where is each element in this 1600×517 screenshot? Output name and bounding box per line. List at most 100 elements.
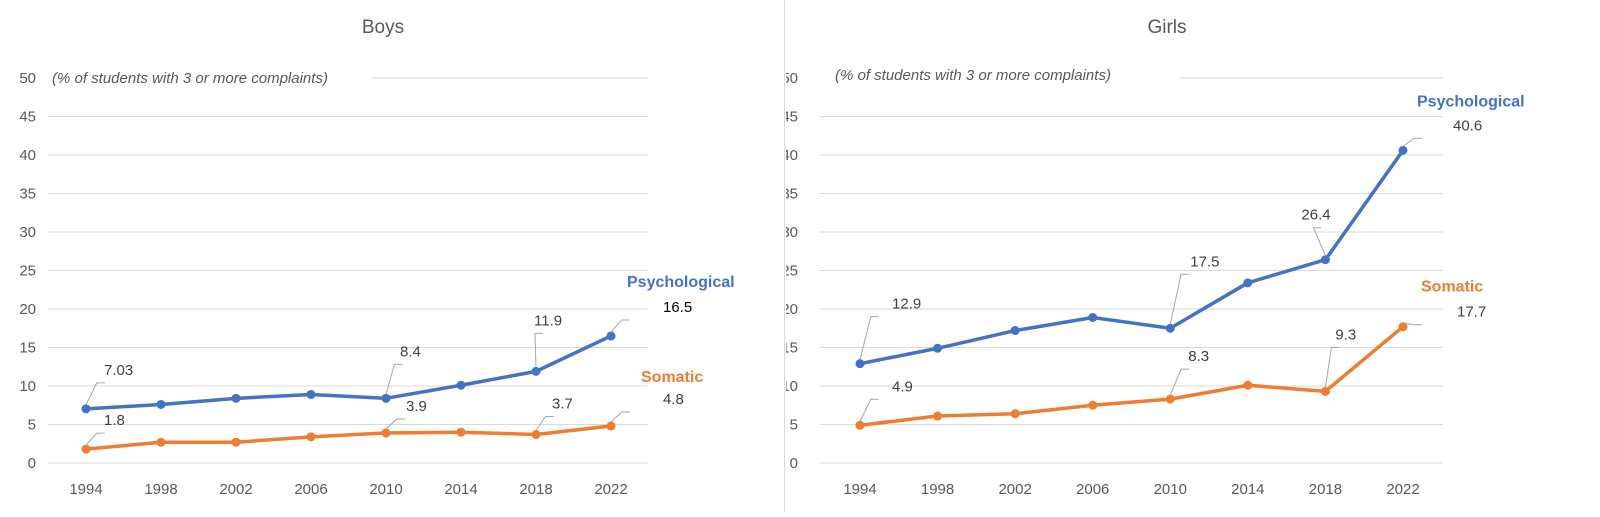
girls-y-tick-label: 5	[790, 417, 798, 434]
boys-somatic-point	[531, 430, 541, 440]
girls-y-tick-label: 50	[786, 70, 798, 87]
boys-psychological-point	[306, 389, 316, 399]
boys-somatic-point	[231, 437, 241, 447]
girls-chart-title: Girls	[1147, 17, 1186, 38]
boys-y-tick-label: 35	[19, 186, 36, 203]
boys-y-tick-label: 30	[19, 224, 36, 241]
boys-psychological-point	[456, 380, 466, 390]
boys-y-tick-label: 45	[19, 109, 36, 126]
boys-psychological-data-label: 7.03	[104, 362, 133, 379]
girls-somatic-data-label: 9.3	[1335, 326, 1356, 343]
girls-x-tick-label: 1994	[843, 481, 876, 498]
girls-somatic-data-label: 8.3	[1188, 348, 1209, 365]
girls-somatic-point	[1243, 380, 1253, 390]
girls-somatic-line	[858, 324, 1405, 428]
boys-somatic-point	[381, 428, 391, 438]
boys-psychological-leader-line	[85, 382, 105, 406]
girls-psychological-point	[1320, 255, 1330, 265]
boys-x-tick-label: 1998	[144, 481, 177, 498]
girls-psychological-point	[855, 359, 865, 369]
boys-somatic-point	[606, 421, 616, 431]
boys-psychological-point	[531, 366, 541, 376]
girls-x-tick-label: 2018	[1309, 481, 1342, 498]
girls-x-tick-label: 2014	[1231, 481, 1264, 498]
boys-y-tick-label: 5	[28, 417, 36, 434]
boys-chart-panel: Boys 0 5 10 15 20 25 30 35 40 45 50 (% of students w…	[0, 0, 784, 512]
boys-x-tick-label: 2002	[219, 481, 252, 498]
boys-psychological-line	[84, 334, 613, 411]
girls-y-tick-label: 35	[786, 186, 798, 203]
boys-somatic-data-label: 1.8	[104, 412, 125, 429]
girls-psychological-data-label: 26.4	[1301, 207, 1330, 224]
boys-somatic-series-label: Somatic	[641, 369, 703, 386]
girls-somatic-leader-line	[1324, 346, 1340, 388]
boys-chart-title: Boys	[362, 17, 404, 38]
girls-chart-panel: Girls 0 5 10 15 20 25 30 35 40 45 50 (% of students …	[781, 0, 1600, 512]
girls-y-tick-label: 25	[786, 263, 798, 280]
boys-unit-note: (% of students with 3 or more complaints…	[52, 70, 328, 87]
girls-somatic-point	[933, 411, 943, 421]
girls-somatic-data-label: 17.7	[1457, 304, 1486, 321]
girls-y-tick-label: 15	[786, 340, 798, 357]
girls-somatic-point	[1398, 322, 1408, 332]
boys-psychological-point	[81, 404, 91, 414]
boys-psychological-point	[381, 393, 391, 403]
boys-psychological-series-label: Psychological	[627, 274, 735, 291]
girls-somatic-leader-line	[1169, 368, 1190, 396]
boys-somatic-leader-line	[535, 416, 554, 431]
girls-psychological-point	[1010, 326, 1020, 336]
boys-somatic-leader-line	[385, 418, 405, 430]
panel-divider	[784, 0, 785, 512]
boys-psychological-leader-line	[534, 332, 543, 368]
girls-psychological-point	[933, 343, 943, 353]
girls-somatic-point	[1010, 409, 1020, 419]
girls-somatic-series-label: Somatic	[1421, 279, 1483, 296]
girls-y-tick-label: 20	[786, 301, 798, 318]
girls-psychological-series-label: Psychological	[1417, 93, 1525, 110]
boys-y-tick-label: 20	[19, 301, 36, 318]
boys-x-tick-label: 2010	[369, 481, 402, 498]
boys-psychological-leader-line	[385, 363, 403, 395]
girls-psychological-leader-line	[1312, 227, 1326, 256]
boys-somatic-point	[306, 432, 316, 442]
girls-line-chart: Girls 0 5 10 15 20 25 30 35 40 45 50 (% of students …	[781, 17, 1525, 498]
boys-somatic-leader-line	[610, 411, 630, 423]
boys-psychological-data-label: 8.4	[400, 343, 421, 360]
girls-y-tick-label: 10	[786, 378, 798, 395]
girls-psychological-point	[1165, 323, 1175, 333]
boys-psychological-point	[156, 399, 166, 409]
girls-y-tick-label: 40	[786, 147, 798, 164]
boys-somatic-point	[156, 437, 166, 447]
girls-y-tick-label: 45	[786, 109, 798, 126]
boys-y-tick-label: 15	[19, 340, 36, 357]
boys-psychological-data-label: 16.5	[663, 299, 692, 316]
boys-line-chart: Boys 0 5 10 15 20 25 30 35 40 45 50 (% of students w…	[19, 17, 735, 498]
girls-psychological-data-label: 12.9	[892, 296, 921, 313]
girls-x-tick-label: 1998	[921, 481, 954, 498]
girls-somatic-data-label: 4.9	[892, 378, 913, 395]
boys-psychological-leader-line	[610, 319, 630, 333]
boys-x-tick-label: 1994	[69, 481, 102, 498]
girls-x-tick-label: 2002	[998, 481, 1031, 498]
boys-x-tick-label: 2006	[294, 481, 327, 498]
girls-somatic-point	[1088, 400, 1098, 410]
boys-somatic-point	[456, 427, 466, 437]
girls-somatic-leader-line	[859, 398, 879, 422]
girls-somatic-leader-line	[1402, 322, 1422, 326]
girls-psychological-line	[858, 148, 1405, 366]
boys-x-tick-label: 2018	[519, 481, 552, 498]
girls-x-tick-label: 2006	[1076, 481, 1109, 498]
girls-psychological-leader-line	[859, 316, 879, 360]
boys-somatic-data-label: 4.8	[663, 391, 684, 408]
boys-somatic-data-label: 3.7	[552, 396, 573, 413]
boys-y-tick-label: 25	[19, 263, 36, 280]
boys-y-tick-label: 50	[19, 70, 36, 87]
girls-somatic-point	[855, 420, 865, 430]
boys-y-tick-label: 10	[19, 378, 36, 395]
boys-psychological-data-label: 11.9	[534, 312, 562, 329]
girls-psychological-data-label: 17.5	[1190, 253, 1219, 270]
boys-psychological-point	[231, 393, 241, 403]
girls-psychological-data-label: 40.6	[1453, 117, 1482, 134]
girls-psychological-leader-line	[1169, 273, 1190, 325]
